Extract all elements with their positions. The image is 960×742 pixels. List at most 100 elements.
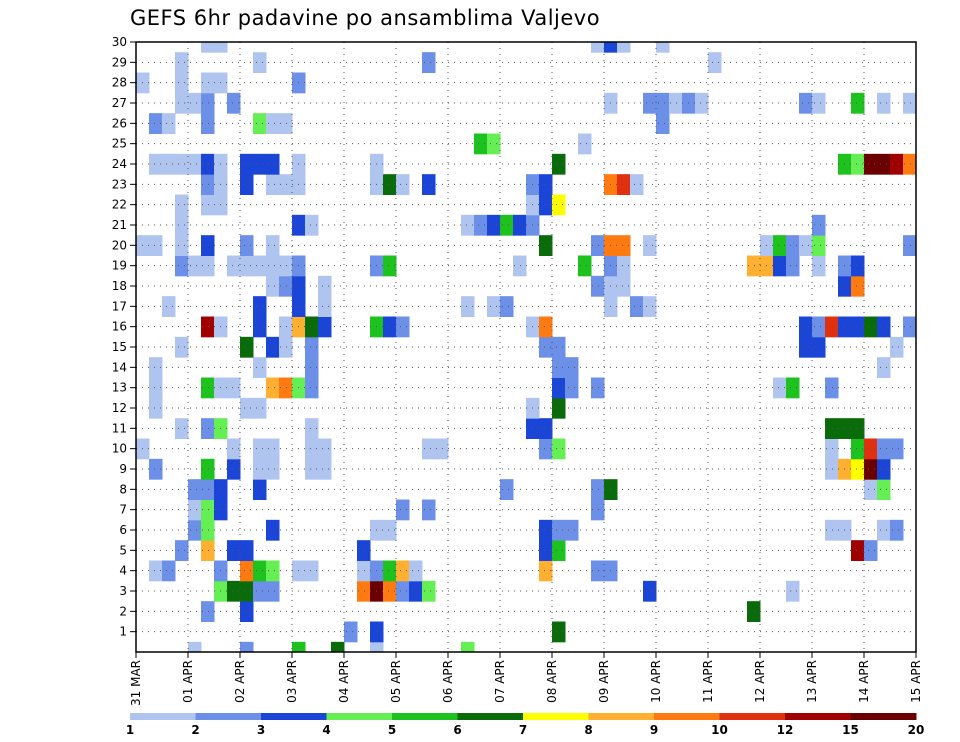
heatmap-cell: [162, 296, 176, 317]
heatmap-cell: [305, 438, 319, 460]
heatmap-cell: [656, 113, 670, 134]
heatmap-cell: [318, 438, 332, 460]
heatmap-cell: [864, 438, 878, 460]
heatmap-cell: [617, 174, 631, 195]
heatmap-cell: [318, 316, 332, 338]
heatmap-cell: [175, 194, 189, 216]
heatmap-cell: [162, 113, 176, 134]
x-axis: 31 MAR 01 APR 02 APR 03 APR 04 APR 05 APR 06 A…: [129, 652, 923, 706]
heatmap-cell: [500, 479, 514, 500]
y-tick-label: 6: [119, 523, 127, 537]
heatmap-cell: [773, 235, 787, 256]
heatmap-cell: [747, 255, 761, 277]
heatmap-cell: [201, 601, 215, 622]
heatmap-cell: [578, 133, 592, 155]
heatmap-cell: [591, 235, 605, 256]
y-tick-label: 24: [112, 157, 127, 171]
legend-label: 2: [191, 723, 199, 737]
x-tick-label: 14 APR: [857, 660, 871, 703]
heatmap-cell: [617, 255, 631, 277]
heatmap-cell: [305, 560, 319, 582]
heatmap-cell: [773, 377, 787, 399]
heatmap-cell: [188, 153, 202, 175]
heatmap-cell: [357, 540, 371, 561]
heatmap-cell: [812, 255, 826, 277]
heatmap-cell: [799, 336, 813, 358]
heatmap-cell: [227, 438, 241, 460]
y-tick-label: 7: [119, 503, 127, 517]
heatmap-cell: [396, 316, 410, 338]
heatmap-cell: [279, 174, 293, 195]
heatmap-cell: [253, 397, 267, 419]
heatmap-cell: [227, 580, 241, 602]
y-tick-label: 14: [112, 360, 127, 374]
legend-swatch: [326, 713, 393, 720]
heatmap-cell: [253, 296, 267, 317]
heatmap-cell: [253, 458, 267, 480]
heatmap-cell: [552, 153, 566, 175]
heatmap-cell: [877, 153, 891, 175]
heatmap-cell: [149, 458, 163, 480]
x-tick-label: 11 APR: [701, 660, 715, 703]
heatmap-cell: [240, 235, 254, 256]
heatmap-cell: [188, 255, 202, 277]
x-tick-label: 08 APR: [545, 660, 559, 703]
heatmap-cell: [786, 377, 800, 399]
heatmap-cell: [201, 418, 215, 439]
y-tick-label: 10: [112, 442, 127, 456]
heatmap-cell: [318, 458, 332, 480]
heatmap-cell: [825, 418, 839, 439]
x-tick-label: 10 APR: [649, 660, 663, 703]
heatmap-cell: [786, 235, 800, 256]
y-tick-label: 11: [112, 421, 127, 435]
heatmap-cell: [292, 641, 306, 653]
heatmap-cell: [305, 357, 319, 378]
heatmap-cell: [851, 316, 865, 338]
heatmap-cell: [240, 336, 254, 358]
heatmap-cell: [877, 438, 891, 460]
heatmap-cell: [864, 479, 878, 500]
color-legend: 1 2 3 4 5 6 7 8 9 10 12 15 20: [126, 713, 925, 737]
heatmap-cell: [383, 255, 397, 277]
heatmap-cell: [656, 42, 670, 53]
heatmap-cell: [786, 580, 800, 602]
x-tick-label: 05 APR: [389, 660, 403, 703]
legend-label: 20: [908, 723, 925, 737]
heatmap-cell: [279, 377, 293, 399]
y-tick-label: 21: [112, 218, 127, 232]
heatmap-cell: [565, 357, 579, 378]
heatmap-cell: [812, 336, 826, 358]
heatmap-cell: [253, 479, 267, 500]
legend-swatch: [523, 713, 589, 720]
heatmap-cell: [539, 519, 553, 541]
heatmap-cell: [188, 641, 202, 653]
heatmap-cell: [279, 316, 293, 338]
heatmap-cell: [864, 316, 878, 338]
heatmap-cell: [266, 458, 280, 480]
legend-swatch: [195, 713, 262, 720]
heatmap-cell: [266, 438, 280, 460]
heatmap-cell: [253, 316, 267, 338]
heatmap-cell: [279, 275, 293, 297]
heatmap-cell: [539, 316, 553, 338]
heatmap-cell: [851, 540, 865, 561]
legend-label: 9: [650, 723, 658, 737]
heatmap-cell: [253, 438, 267, 460]
heatmap-cell: [305, 336, 319, 358]
heatmap-cell: [539, 560, 553, 582]
heatmap-cell: [812, 214, 826, 236]
heatmap-cell: [201, 153, 215, 175]
x-tick-label: 04 APR: [337, 660, 351, 703]
heatmap-cell: [266, 519, 280, 541]
heatmap-cell: [552, 336, 566, 358]
y-tick-label: 18: [112, 279, 127, 293]
heatmap-cell: [877, 92, 891, 114]
y-tick-label: 2: [119, 604, 127, 618]
heatmap-cell: [539, 235, 553, 256]
heatmap-cell: [253, 357, 267, 378]
y-tick-label: 23: [112, 177, 127, 191]
y-tick-label: 28: [112, 76, 127, 90]
y-tick-label: 16: [112, 320, 127, 334]
heatmap-cell: [201, 377, 215, 399]
y-tick-label: 15: [112, 340, 127, 354]
